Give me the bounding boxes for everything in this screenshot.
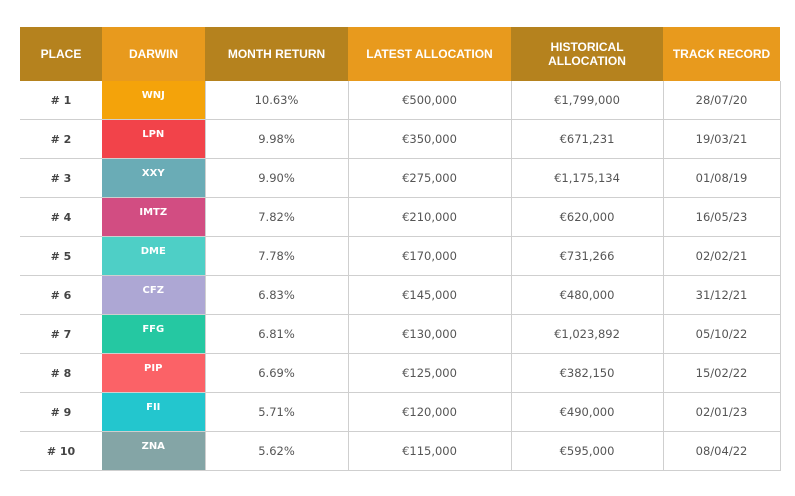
historical-allocation-cell: €595,000 [510, 431, 663, 471]
table-row: # 3 XXY 9.90% €275,000 €1,175,134 01/08/19 [20, 158, 781, 198]
latest-allocation-cell: €275,000 [347, 158, 511, 198]
track-record-cell: 05/10/22 [662, 314, 781, 354]
place-cell: # 4 [20, 197, 102, 237]
darwin-cell: ZNA [102, 431, 205, 471]
latest-allocation-cell: €130,000 [347, 314, 511, 354]
table-row: # 7 FFG 6.81% €130,000 €1,023,892 05/10/22 [20, 314, 781, 354]
month-return-cell: 6.83% [204, 275, 348, 315]
historical-allocation-cell: €671,231 [510, 119, 663, 159]
header-historical-allocation: HISTORICAL ALLOCATION [511, 27, 663, 81]
month-return-cell: 7.78% [204, 236, 348, 276]
month-return-cell: 9.98% [204, 119, 348, 159]
table-row: # 10 ZNA 5.62% €115,000 €595,000 08/04/22 [20, 431, 781, 471]
track-record-cell: 31/12/21 [662, 275, 781, 315]
darwin-cell: XXY [102, 158, 205, 198]
month-return-cell: 7.82% [204, 197, 348, 237]
latest-allocation-cell: €145,000 [347, 275, 511, 315]
darwin-cell: FFG [102, 314, 205, 354]
track-record-cell: 02/01/23 [662, 392, 781, 432]
table-header: PLACE DARWIN MONTH RETURN LATEST ALLOCAT… [20, 27, 780, 81]
darwin-cell: LPN [102, 119, 205, 159]
latest-allocation-cell: €170,000 [347, 236, 511, 276]
latest-allocation-cell: €115,000 [347, 431, 511, 471]
header-place: PLACE [20, 27, 102, 81]
track-record-cell: 01/08/19 [662, 158, 781, 198]
track-record-cell: 28/07/20 [662, 81, 781, 120]
darwin-cell: PIP [102, 353, 205, 393]
historical-allocation-cell: €480,000 [510, 275, 663, 315]
place-cell: # 2 [20, 119, 102, 159]
ranking-table: PLACE DARWIN MONTH RETURN LATEST ALLOCAT… [20, 27, 781, 471]
place-cell: # 3 [20, 158, 102, 198]
header-track-record: TRACK RECORD [663, 27, 780, 81]
table-row: # 8 PIP 6.69% €125,000 €382,150 15/02/22 [20, 353, 781, 393]
table-row: # 6 CFZ 6.83% €145,000 €480,000 31/12/21 [20, 275, 781, 315]
place-cell: # 8 [20, 353, 102, 393]
table-row: # 1 WNJ 10.63% €500,000 €1,799,000 28/07/20 [20, 81, 781, 120]
table-row: # 5 DME 7.78% €170,000 €731,266 02/02/21 [20, 236, 781, 276]
darwin-cell: WNJ [102, 81, 205, 120]
track-record-cell: 15/02/22 [662, 353, 781, 393]
place-cell: # 1 [20, 81, 102, 120]
place-cell: # 10 [20, 431, 102, 471]
darwin-cell: DME [102, 236, 205, 276]
latest-allocation-cell: €120,000 [347, 392, 511, 432]
month-return-cell: 5.62% [204, 431, 348, 471]
place-cell: # 6 [20, 275, 102, 315]
darwin-cell: FII [102, 392, 205, 432]
track-record-cell: 16/05/23 [662, 197, 781, 237]
latest-allocation-cell: €125,000 [347, 353, 511, 393]
darwin-cell: CFZ [102, 275, 205, 315]
place-cell: # 5 [20, 236, 102, 276]
header-darwin: DARWIN [102, 27, 205, 81]
table-row: # 4 IMTZ 7.82% €210,000 €620,000 16/05/23 [20, 197, 781, 237]
month-return-cell: 6.81% [204, 314, 348, 354]
table-row: # 9 FII 5.71% €120,000 €490,000 02/01/23 [20, 392, 781, 432]
latest-allocation-cell: €350,000 [347, 119, 511, 159]
month-return-cell: 10.63% [204, 81, 348, 120]
month-return-cell: 5.71% [204, 392, 348, 432]
historical-allocation-cell: €620,000 [510, 197, 663, 237]
table-row: # 2 LPN 9.98% €350,000 €671,231 19/03/21 [20, 119, 781, 159]
historical-allocation-cell: €490,000 [510, 392, 663, 432]
historical-allocation-cell: €1,799,000 [510, 81, 663, 120]
historical-allocation-cell: €382,150 [510, 353, 663, 393]
historical-allocation-cell: €1,023,892 [510, 314, 663, 354]
latest-allocation-cell: €210,000 [347, 197, 511, 237]
historical-allocation-cell: €731,266 [510, 236, 663, 276]
darwin-cell: IMTZ [102, 197, 205, 237]
track-record-cell: 02/02/21 [662, 236, 781, 276]
table-body: # 1 WNJ 10.63% €500,000 €1,799,000 28/07/20 # … [20, 81, 781, 471]
header-month-return: MONTH RETURN [205, 27, 348, 81]
header-latest-allocation: LATEST ALLOCATION [348, 27, 511, 81]
header-row: PLACE DARWIN MONTH RETURN LATEST ALLOCAT… [20, 27, 780, 81]
track-record-cell: 08/04/22 [662, 431, 781, 471]
place-cell: # 7 [20, 314, 102, 354]
historical-allocation-cell: €1,175,134 [510, 158, 663, 198]
place-cell: # 9 [20, 392, 102, 432]
track-record-cell: 19/03/21 [662, 119, 781, 159]
month-return-cell: 9.90% [204, 158, 348, 198]
month-return-cell: 6.69% [204, 353, 348, 393]
latest-allocation-cell: €500,000 [347, 81, 511, 120]
